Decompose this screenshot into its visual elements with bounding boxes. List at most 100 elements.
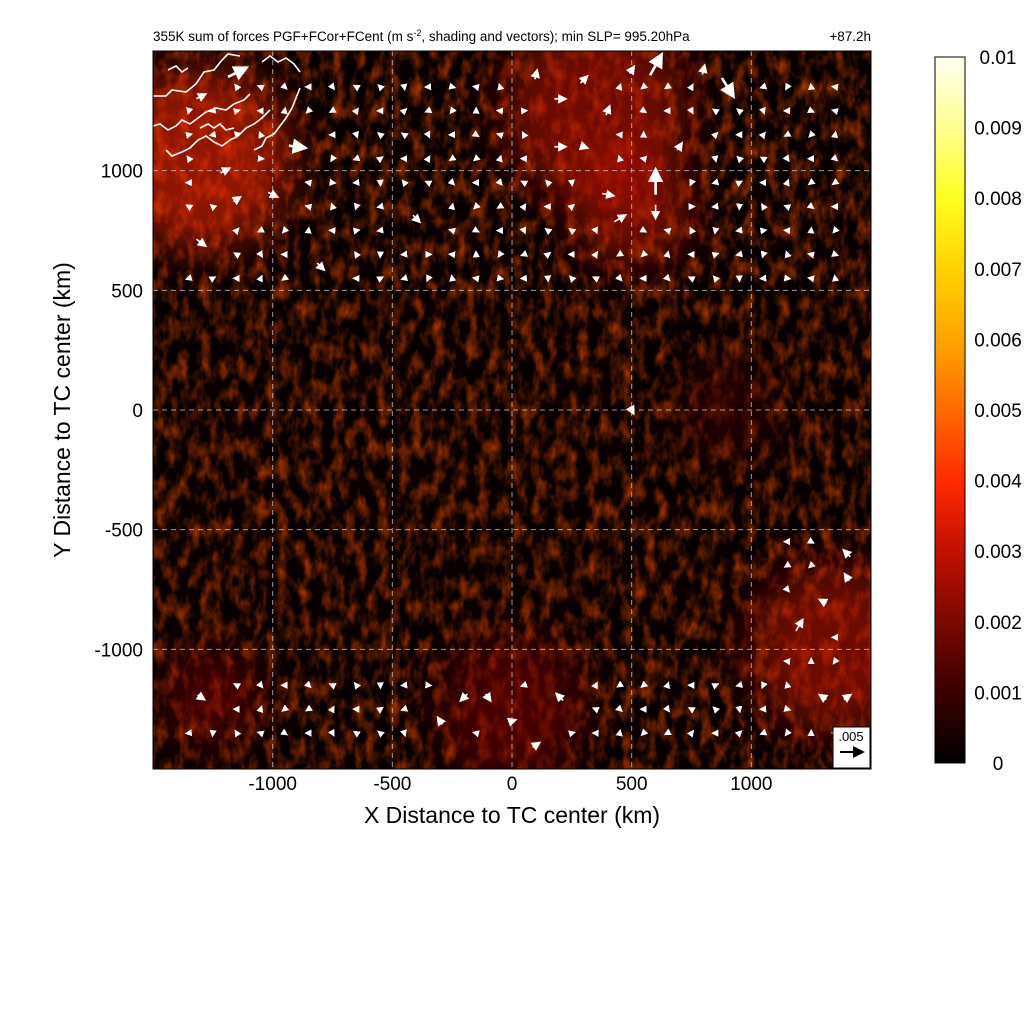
vector-arrow-small: [232, 227, 240, 236]
vector-arrow-small: [424, 681, 433, 689]
vector-arrow-small: [185, 131, 194, 139]
vector-arrow-small: [400, 704, 409, 712]
vector-arrow-small: [519, 680, 528, 688]
vector-arrow-small: [712, 275, 721, 283]
vector-arrow-small: [423, 154, 431, 164]
vector-arrow-small: [401, 179, 409, 188]
vector-arrow-small: [399, 729, 407, 738]
vector-arrow: [578, 141, 590, 151]
colorbar-tick-label: 0.009: [974, 119, 1022, 140]
vector-arrow-small: [711, 202, 719, 210]
vector-arrow: [625, 404, 635, 416]
vector-arrow-small: [328, 683, 337, 690]
vector-arrow-small: [186, 107, 194, 115]
vector-arrow-small: [471, 225, 480, 233]
vector-arrow-small: [256, 274, 263, 283]
colorbar-tick-label: 0.007: [974, 260, 1022, 281]
vector-arrow-small: [447, 178, 456, 186]
vector-arrow-small: [232, 683, 242, 690]
vector-arrow: [267, 189, 280, 198]
vector-arrow-small: [449, 106, 457, 115]
colorbar-tick-label: 0.003: [974, 542, 1022, 563]
vector-arrow-small: [615, 273, 623, 282]
reference-vector-label: .005: [838, 729, 863, 744]
vector-arrow-small: [327, 705, 335, 714]
vector-arrow-small: [519, 226, 527, 235]
vector-arrow-small: [663, 82, 672, 90]
vector-arrow-small: [831, 250, 840, 257]
vector-arrow-small: [472, 201, 481, 210]
vector-arrow-small: [689, 226, 697, 235]
vector-arrow-small: [448, 154, 457, 162]
vector-arrow-small: [806, 275, 815, 283]
vector-arrow-small: [304, 704, 313, 712]
vector-arrow-small: [712, 706, 721, 714]
vector-arrow-small: [400, 83, 408, 92]
vector-arrow-small: [735, 705, 743, 714]
colorbar-tick-label: 0.001: [974, 683, 1022, 704]
vector-arrow-small: [616, 249, 625, 257]
vector-arrow: [196, 93, 208, 102]
vector-arrow-small: [686, 729, 695, 738]
vector-arrow: [817, 693, 829, 703]
vector-arrow-small: [617, 154, 624, 163]
vector-arrow-small: [472, 154, 481, 162]
x-tick-label: -500: [373, 774, 411, 795]
vector-arrow-small: [736, 155, 744, 164]
vector-arrow-small: [208, 106, 217, 114]
vector-arrow: [220, 167, 232, 176]
vector-arrow-small: [689, 178, 696, 187]
vector-arrow-small: [185, 204, 194, 212]
vector-arrow-small: [807, 106, 816, 113]
y-tick-label: -1000: [94, 640, 143, 661]
vector-arrow: [625, 64, 636, 76]
x-tick-label: 1000: [730, 774, 772, 795]
vector-arrow-small: [233, 131, 241, 139]
vector-arrow-small: [376, 226, 384, 234]
colorbar-tick-label: 0.01: [980, 48, 1017, 69]
vector-arrow-small: [471, 275, 480, 283]
vector-arrow-small: [568, 227, 577, 236]
vector-arrow-small: [256, 705, 264, 714]
vector-arrow-small: [806, 201, 815, 210]
vector-arrow-small: [330, 154, 338, 163]
vector-arrow-small: [591, 276, 600, 283]
colorbar-gradient: [934, 56, 966, 764]
vector-arrow-small: [352, 84, 361, 92]
vector-arrow-small: [760, 202, 768, 211]
vector-arrow: [817, 598, 829, 608]
vector-arrow-small: [832, 656, 840, 665]
grid: [153, 51, 871, 769]
vector-arrow-small: [640, 82, 649, 90]
chart-title: 355K sum of forces PGF+FCor+FCent (m s-2…: [153, 28, 690, 44]
vector-arrow-small: [686, 106, 694, 115]
vector-arrow-small: [280, 82, 288, 90]
vector-arrow-small: [184, 274, 193, 281]
vector-arrow: [613, 213, 628, 224]
vector-arrow-small: [352, 154, 361, 162]
vector-arrow-small: [760, 250, 768, 259]
vector-arrow: [673, 141, 684, 153]
vector-arrow-small: [710, 131, 719, 140]
vector-arrow-small: [806, 537, 815, 544]
vector-arrow-small: [448, 202, 456, 211]
vector-arrow-small: [519, 202, 527, 211]
vector-arrow-small: [354, 250, 362, 259]
vector-arrow-small: [830, 108, 839, 116]
vector-arrow: [602, 189, 616, 199]
vector-arrow-small: [303, 680, 312, 689]
vector-arrow-small: [305, 106, 314, 114]
vector-arrow-small: [783, 560, 792, 568]
vector-arrow-small: [686, 83, 694, 92]
vector-arrow-small: [209, 729, 217, 738]
vector-arrow-small: [352, 227, 361, 235]
vector-arrow: [648, 52, 663, 76]
vector-arrow-small: [806, 251, 815, 259]
plot-frame: [152, 50, 872, 770]
vector-arrow-small: [327, 728, 335, 737]
vector-arrow-small: [784, 728, 792, 737]
vector-arrow-small: [447, 251, 456, 259]
vector-arrow-small: [640, 680, 649, 688]
vector-arrow-small: [448, 82, 457, 90]
